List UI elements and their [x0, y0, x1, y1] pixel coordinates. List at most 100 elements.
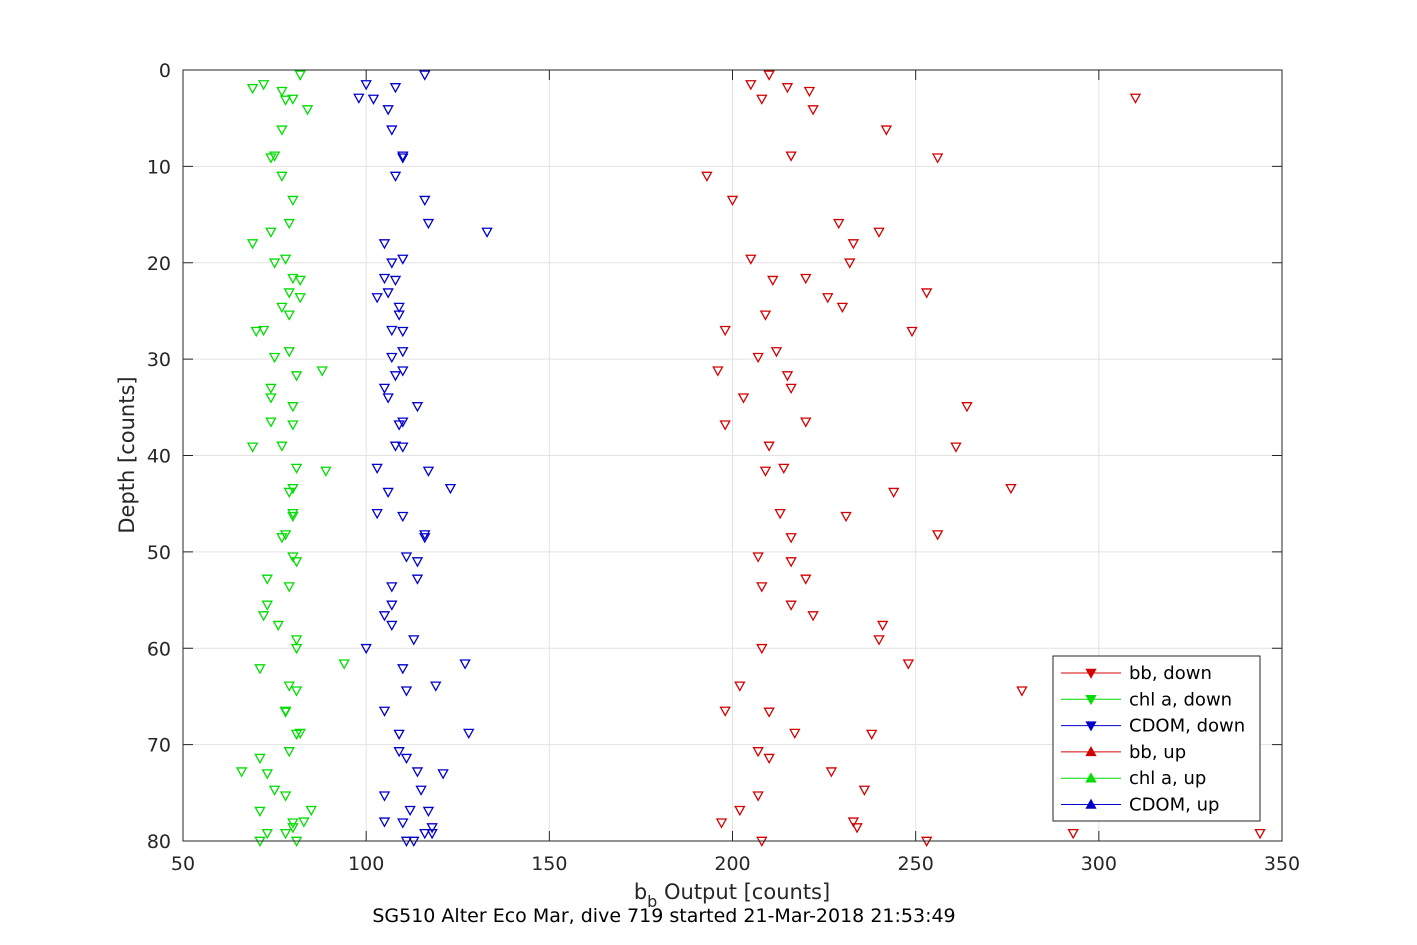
x-tick-label: 300: [1081, 853, 1117, 875]
data-point: [371, 293, 383, 304]
data-point: [920, 288, 933, 299]
data-point: [290, 635, 303, 646]
data-point: [807, 105, 819, 116]
x-axis-label-main: b: [634, 880, 647, 904]
data-point: [397, 417, 409, 428]
data-point: [847, 239, 860, 250]
data-point: [294, 70, 306, 81]
data-point: [411, 767, 424, 778]
data-point: [254, 664, 266, 675]
data-point: [437, 769, 449, 780]
data-point: [382, 393, 394, 404]
data-point: [887, 487, 900, 499]
data-point: [298, 817, 310, 828]
data-point: [873, 227, 885, 238]
data-point: [781, 83, 794, 94]
data-point: [397, 151, 409, 162]
series-bb-down: [701, 70, 1266, 847]
data-point: [360, 80, 372, 91]
data-point: [397, 326, 409, 338]
data-point: [279, 95, 292, 106]
data-point: [316, 366, 328, 377]
legend-box: [1052, 655, 1261, 822]
data-point: [250, 326, 262, 338]
data-point: [444, 483, 457, 495]
data-point: [338, 659, 350, 670]
data-point: [745, 254, 757, 265]
legend-item: chl a, up: [1061, 768, 1206, 789]
data-point: [397, 442, 409, 453]
data-point: [807, 611, 819, 622]
y-tick-label: 80: [147, 831, 171, 853]
data-point: [408, 635, 420, 646]
legend-marker: [1085, 695, 1097, 706]
data-point: [279, 254, 292, 265]
data-point: [866, 729, 878, 740]
data-point: [294, 293, 306, 304]
data-point: [389, 275, 402, 287]
data-point: [261, 600, 273, 611]
data-point: [283, 582, 295, 593]
data-point: [931, 153, 944, 164]
data-point: [961, 402, 973, 413]
data-point: [386, 258, 398, 269]
data-point: [719, 325, 731, 337]
data-point: [290, 557, 303, 568]
legend-marker: [1085, 798, 1097, 809]
data-point: [763, 707, 775, 718]
data-point: [265, 153, 277, 164]
data-point: [287, 273, 299, 285]
data-point: [272, 620, 284, 632]
chart-title: SG510 Alter Eco Mar, dive 719 started 21…: [372, 905, 955, 927]
data-point: [419, 195, 431, 207]
data-point: [726, 195, 739, 207]
data-point: [290, 729, 303, 740]
data-point: [276, 171, 288, 182]
data-point: [265, 393, 277, 404]
x-tick-label: 150: [531, 853, 567, 875]
legend-label: chl a, down: [1129, 689, 1232, 710]
data-point: [404, 805, 416, 817]
data-point: [397, 153, 409, 164]
x-axis-label-subscript: b: [647, 892, 657, 911]
data-point: [397, 511, 409, 523]
legend-label: bb, up: [1129, 742, 1186, 763]
data-point: [756, 94, 768, 105]
data-point: [378, 791, 391, 802]
data-point: [800, 273, 812, 285]
data-point: [386, 352, 398, 364]
data-point: [397, 664, 409, 675]
data-point: [294, 275, 306, 287]
y-tick-label: 40: [147, 446, 171, 468]
data-point: [763, 70, 775, 81]
data-point: [257, 80, 270, 91]
data-point: [1129, 93, 1142, 104]
series-chl-a-down: [235, 70, 350, 847]
series-cdom-down: [353, 70, 493, 847]
data-point: [785, 557, 797, 568]
legend-item: CDOM, up: [1061, 795, 1219, 816]
data-point: [1067, 828, 1079, 840]
data-point: [287, 552, 299, 563]
x-axis-label-rest: Output [counts]: [657, 880, 830, 904]
data-point: [767, 275, 779, 287]
data-point: [851, 823, 863, 834]
data-point: [1254, 828, 1266, 840]
x-tick-label: 350: [1264, 853, 1300, 875]
data-point: [393, 310, 405, 321]
data-point: [737, 393, 750, 404]
data-point: [283, 347, 295, 358]
y-tick-label: 70: [147, 735, 171, 757]
data-point: [386, 125, 398, 136]
data-point: [283, 288, 295, 299]
data-point: [378, 273, 391, 285]
data-point: [426, 828, 438, 840]
legend-label: CDOM, up: [1129, 795, 1219, 816]
data-point: [770, 347, 783, 358]
data-point: [463, 728, 475, 739]
data-point: [393, 729, 405, 740]
data-point: [254, 753, 266, 765]
data-point: [367, 94, 380, 105]
data-point: [800, 417, 812, 428]
